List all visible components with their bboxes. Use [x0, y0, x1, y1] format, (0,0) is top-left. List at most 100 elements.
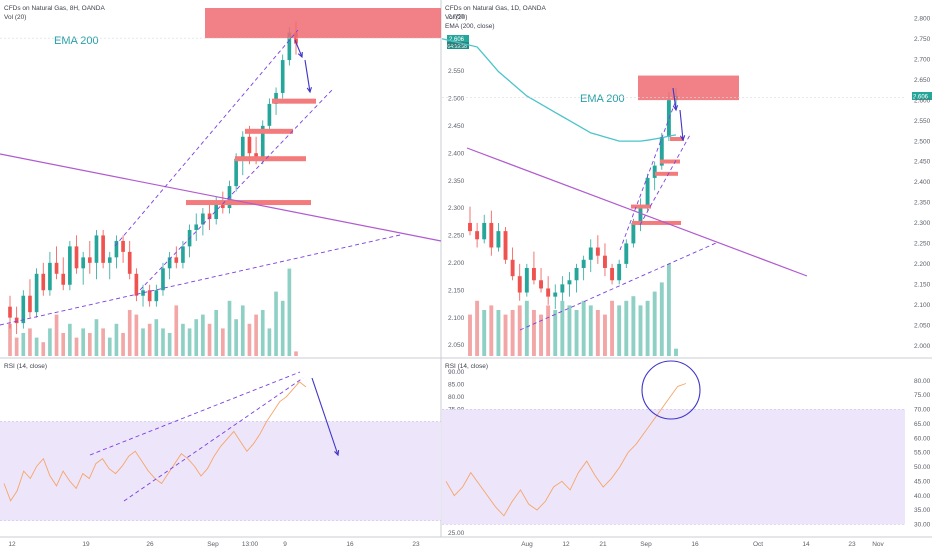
left-volume-bar	[54, 314, 59, 356]
right-time-tick: 12	[562, 541, 570, 548]
right-rsi-tick: 35.00	[914, 507, 931, 514]
right-price-tag: 2.606	[912, 92, 932, 101]
right-candle-body	[524, 267, 529, 293]
left-candle-body	[254, 153, 258, 159]
right-candle-body	[645, 177, 650, 207]
right-volume-bar	[631, 296, 636, 356]
right-rsi-tick: 70.00	[914, 407, 931, 414]
right-candle-body	[581, 259, 586, 268]
right-volume-bar	[531, 310, 536, 356]
right-volume-bar	[659, 282, 664, 356]
left-price-tick: 2.600	[448, 41, 465, 48]
right-candle-body	[468, 222, 472, 232]
left-drop-arrow-1	[294, 39, 303, 58]
right-price-tick: 2.450	[914, 159, 931, 166]
left-volume-bar	[21, 333, 26, 356]
right-price-tick: 2.150	[914, 282, 931, 289]
left-price-tick: 2.350	[448, 178, 465, 185]
left-candle-body	[134, 273, 139, 296]
left-volume-bar	[294, 351, 298, 356]
left-candle-body	[214, 202, 219, 219]
svg-text:2.606: 2.606	[913, 95, 929, 101]
right-time-tick: Aug	[521, 541, 533, 548]
left-volume-bar	[247, 323, 252, 356]
right-rsi-label: RSI (14, close)	[445, 363, 488, 370]
left-volume-bar	[201, 314, 205, 356]
right-time-tick: 16	[691, 541, 699, 548]
left-candle-body	[94, 235, 99, 263]
left-price-tick: 2.550	[448, 68, 465, 75]
right-price-tick: 2.200	[914, 261, 931, 268]
left-candle-body	[167, 257, 172, 269]
left-volume-bar	[14, 337, 19, 356]
right-volume-bar	[503, 314, 508, 356]
left-time-tick: 26	[146, 541, 154, 548]
right-candle-body	[567, 280, 572, 285]
left-candle-body	[287, 32, 292, 61]
left-ema-annotation: EMA 200	[54, 35, 99, 47]
right-volume-bar	[510, 310, 515, 356]
right-support-line	[632, 220, 681, 225]
left-support-line	[245, 128, 293, 134]
right-candle-body	[617, 263, 622, 281]
left-candle-body	[207, 213, 212, 219]
right-candle-body	[475, 231, 480, 240]
right-candle-body	[546, 288, 551, 297]
left-time-tick: 12	[8, 541, 16, 548]
right-price-tick: 2.550	[914, 118, 931, 125]
left-volume-bar	[260, 310, 265, 356]
left-volume-bar	[234, 319, 238, 356]
left-rsi-channel-lower	[123, 377, 304, 502]
right-channel-lower	[639, 134, 691, 226]
left-candle-body	[101, 235, 105, 263]
right-time-tick: 21	[599, 541, 607, 548]
left-volume-bar	[81, 328, 85, 356]
right-candle-body	[624, 243, 629, 264]
right-volume-bar	[595, 310, 600, 356]
left-drop-arrow-2	[304, 59, 311, 93]
right-rsi-tick: 40.00	[914, 493, 931, 500]
right-rsi-tick: 30.00	[914, 522, 931, 529]
right-vol-label: Vol (20)	[445, 14, 467, 21]
right-support-line	[670, 137, 684, 142]
right-volume-bar	[539, 314, 543, 356]
left-time-tick: Sep	[207, 541, 219, 548]
right-ema-line	[441, 38, 677, 142]
left-lower-support-dashed	[0, 234, 401, 326]
right-volume-bar	[524, 300, 529, 356]
right-drop-arrow-2	[679, 109, 684, 141]
right-volume-bar	[496, 310, 501, 356]
left-volume-bar	[121, 333, 125, 356]
left-candle-body	[34, 273, 39, 313]
left-candle-body	[14, 317, 19, 324]
right-drop-arrow-2-head	[679, 135, 686, 142]
right-candle-body	[595, 247, 600, 256]
left-candle-body	[107, 257, 112, 263]
left-candle-body	[68, 246, 72, 285]
chart-layer: 2.650 2.600 2.550 2.500 2.450 2.400 2.350 2.300…	[0, 8, 931, 548]
left-candle-body	[54, 262, 59, 274]
left-candle-body	[141, 290, 145, 296]
left-volume-bar	[227, 300, 232, 356]
right-rsi-tick: 75.00	[914, 392, 931, 399]
right-price-tick: 2.800	[914, 15, 931, 22]
left-drop-arrow-1-head	[297, 51, 303, 59]
left-volume-bar	[114, 323, 119, 356]
left-candle-body	[61, 273, 66, 285]
right-volume-bar	[603, 314, 607, 356]
left-volume-bar	[147, 323, 152, 356]
left-volume-bar	[207, 323, 212, 356]
right-price-tick: 2.650	[914, 77, 931, 84]
left-price-tick: 2.500	[448, 96, 465, 103]
right-lower-support-dashed	[519, 242, 717, 331]
left-volume-bar	[28, 328, 32, 356]
right-candle-body	[531, 267, 536, 281]
right-candle-body	[496, 231, 501, 248]
right-price-tick: 2.600	[914, 97, 931, 104]
left-candle-body	[247, 136, 252, 154]
left-price-tick: 2.250	[448, 233, 465, 240]
right-candle-body	[510, 259, 515, 277]
left-rsi-tick: 80.00	[448, 394, 465, 401]
left-volume-bar	[214, 310, 219, 356]
right-volume-bar	[666, 264, 671, 356]
